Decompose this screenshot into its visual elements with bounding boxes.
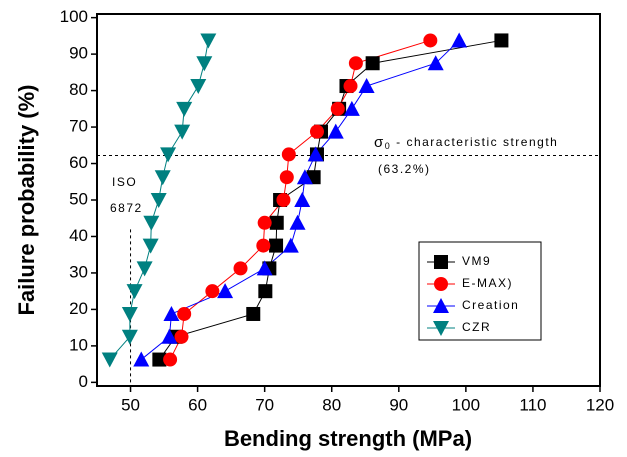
marker: [282, 237, 299, 253]
legend-label: Creation: [462, 298, 519, 312]
marker: [161, 328, 178, 344]
marker: [258, 284, 273, 299]
marker: [143, 215, 160, 231]
legend-marker: [434, 255, 448, 269]
marker: [296, 169, 313, 185]
marker: [276, 193, 291, 207]
marker: [121, 306, 138, 322]
reference-label-2: (63.2%): [378, 162, 431, 176]
y-tick-label: 40: [69, 226, 88, 245]
marker: [451, 32, 468, 48]
marker: [256, 260, 273, 276]
legend-label: E-MAX): [462, 276, 513, 290]
marker: [152, 352, 167, 367]
x-tick-label: 60: [188, 395, 207, 414]
x-tick-label: 100: [452, 395, 480, 414]
marker: [150, 193, 167, 208]
marker: [269, 238, 284, 253]
y-tick-label: 60: [69, 153, 88, 172]
y-tick-label: 20: [69, 299, 88, 318]
y-tick-label: 10: [69, 335, 88, 354]
marker: [163, 352, 178, 367]
x-tick-label: 90: [389, 395, 408, 414]
marker: [358, 78, 375, 94]
iso-label: ISO: [112, 175, 137, 189]
marker: [163, 305, 180, 321]
marker: [494, 33, 509, 48]
marker: [200, 33, 217, 49]
y-tick-label: 80: [69, 80, 88, 99]
y-tick-label: 100: [60, 7, 88, 26]
reference-label-part: σ: [374, 134, 385, 151]
marker: [343, 100, 360, 116]
marker: [205, 284, 220, 299]
marker: [257, 215, 272, 230]
marker: [142, 238, 159, 254]
x-tick-label: 120: [586, 395, 614, 414]
marker: [289, 214, 306, 230]
y-tick-label: 0: [79, 372, 88, 391]
iso-label-2: 6872: [110, 201, 143, 215]
marker: [279, 170, 294, 185]
y-tick-label: 30: [69, 262, 88, 281]
marker: [217, 283, 234, 299]
marker: [365, 56, 380, 71]
marker: [176, 101, 193, 117]
reference-label-part: - characteristic strength: [391, 135, 558, 149]
reference-label-part: 0: [385, 141, 392, 151]
marker: [348, 56, 363, 71]
marker: [196, 56, 213, 72]
marker: [327, 123, 344, 139]
marker: [427, 55, 444, 71]
marker: [330, 101, 345, 116]
legend-label: CZR: [462, 320, 491, 334]
reference-label: σ0 - characteristic strength: [374, 134, 558, 151]
marker: [307, 146, 324, 162]
marker: [423, 33, 438, 48]
legend-marker: [433, 298, 449, 313]
marker: [343, 79, 358, 94]
marker: [256, 238, 271, 253]
x-tick-label: 50: [121, 395, 140, 414]
marker: [121, 329, 138, 345]
marker: [136, 261, 153, 277]
y-tick-label: 70: [69, 117, 88, 136]
x-axis-title: Bending strength (MPa): [224, 426, 472, 451]
legend-marker: [434, 277, 448, 291]
y-tick-label: 50: [69, 189, 88, 208]
marker: [309, 124, 324, 139]
marker: [126, 284, 143, 300]
marker: [133, 351, 150, 367]
marker: [246, 306, 261, 321]
marker: [154, 170, 171, 186]
marker: [269, 215, 284, 230]
y-tick-label: 90: [69, 44, 88, 63]
x-tick-label: 70: [255, 395, 274, 414]
marker: [174, 124, 191, 140]
legend-label: VM9: [462, 254, 491, 268]
marker: [294, 192, 311, 207]
marker: [190, 79, 207, 95]
x-tick-label: 110: [519, 395, 546, 414]
marker: [177, 306, 192, 321]
marker: [160, 147, 177, 163]
legend-marker: [433, 321, 449, 336]
y-axis-title: Failure probability (%): [14, 84, 39, 315]
marker: [233, 261, 248, 276]
marker: [174, 329, 189, 344]
marker: [281, 147, 296, 162]
x-tick-label: 80: [322, 395, 341, 414]
marker: [101, 352, 118, 368]
